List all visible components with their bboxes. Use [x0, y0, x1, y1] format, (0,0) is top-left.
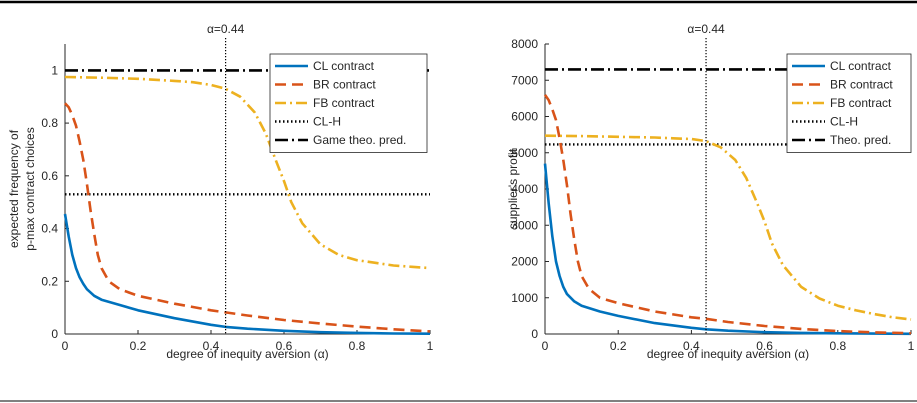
- x-tick-label: 0: [62, 339, 69, 353]
- y-tick-label: 7000: [511, 73, 538, 87]
- legend-label: CL-H: [313, 115, 341, 129]
- x-tick-label: 1: [908, 339, 915, 353]
- y-tick-label: 1000: [511, 291, 538, 305]
- y-tick-label: 0.2: [41, 274, 58, 288]
- y-tick-label: 5000: [511, 146, 538, 160]
- x-tick-label: 0.6: [276, 339, 293, 353]
- y-tick-label: 0.8: [41, 116, 58, 130]
- legend-label: CL contract: [830, 59, 892, 73]
- legend-label: FB contract: [830, 96, 892, 110]
- legend-label: BR contract: [313, 78, 376, 92]
- y-tick-label: 3000: [511, 218, 538, 232]
- y-tick-label: 0: [51, 327, 58, 341]
- chart-panel-2: 0 0.2 0.4 0.6 0.8 1 0 1000 2000 3000 4000 5000 6000 7…: [506, 22, 915, 361]
- series-line-fb-contract: [544, 134, 912, 321]
- legend-label: FB contract: [313, 96, 375, 110]
- x-tick-label: 0.2: [130, 339, 147, 353]
- y-tick-label: 0.4: [41, 222, 58, 236]
- alpha-annotation: α=0.44: [687, 22, 725, 36]
- series-line-fb-contract: [64, 75, 431, 270]
- legend-label: BR contract: [830, 78, 893, 92]
- series-line-cl-contract: [63, 213, 431, 335]
- y-tick-label: 4000: [511, 182, 538, 196]
- alpha-annotation: α=0.44: [207, 22, 245, 36]
- legend-label: Theo. pred.: [830, 133, 891, 147]
- y-axis-label: supplier's profit: [506, 148, 520, 229]
- legend-label: Game theo. pred.: [313, 133, 406, 147]
- series-line-cl-contract: [543, 163, 912, 336]
- x-tick-label: 1: [427, 339, 434, 353]
- y-axis-label: p-max contract choices: [23, 127, 37, 250]
- x-tick-label: 0.8: [829, 339, 846, 353]
- y-tick-label: 2000: [511, 255, 538, 269]
- chart-panel-1: 0 0.2 0.4 0.6 0.8 1 0 0.2 0.4 0.6 0.8 1 degree of in…: [7, 22, 434, 361]
- x-axis-label: degree of inequity aversion (α): [166, 347, 328, 361]
- x-tick-label: 0.4: [683, 339, 700, 353]
- y-tick-label: 0: [531, 327, 538, 341]
- x-tick-label: 0.4: [203, 339, 220, 353]
- x-tick-label: 0.6: [756, 339, 773, 353]
- x-tick-label: 0: [542, 339, 549, 353]
- y-tick-label: 0.6: [41, 169, 58, 183]
- y-axis-label: expected frequency of: [7, 129, 21, 248]
- series-line-br-contract: [64, 102, 431, 333]
- y-tick-label: 1: [51, 63, 58, 77]
- legend-label: CL contract: [313, 59, 375, 73]
- x-tick-label: 0.8: [349, 339, 366, 353]
- x-tick-label: 0.2: [610, 339, 627, 353]
- series-line-br-contract: [543, 94, 912, 335]
- y-tick-label: 8000: [511, 37, 538, 51]
- legend-label: CL-H: [830, 115, 858, 129]
- y-tick-label: 6000: [511, 110, 538, 124]
- x-axis-label: degree of inequity aversion (α): [647, 347, 809, 361]
